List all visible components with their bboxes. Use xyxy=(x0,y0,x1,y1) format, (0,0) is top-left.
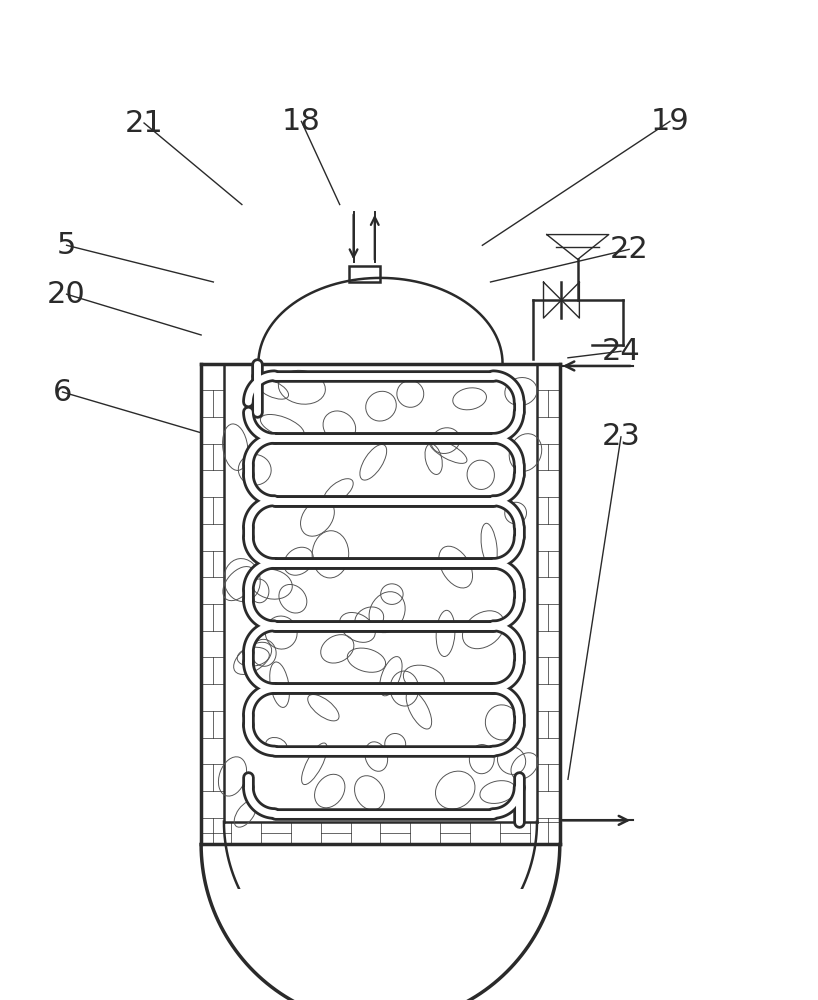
Text: 6: 6 xyxy=(53,378,72,407)
Text: 23: 23 xyxy=(601,422,640,451)
Text: 20: 20 xyxy=(47,280,86,309)
Text: 22: 22 xyxy=(609,235,649,264)
Text: 18: 18 xyxy=(282,107,321,136)
Text: 5: 5 xyxy=(57,231,76,260)
Text: 21: 21 xyxy=(124,109,164,138)
Text: 19: 19 xyxy=(650,107,690,136)
Bar xyxy=(348,266,380,282)
Text: 24: 24 xyxy=(601,337,640,366)
